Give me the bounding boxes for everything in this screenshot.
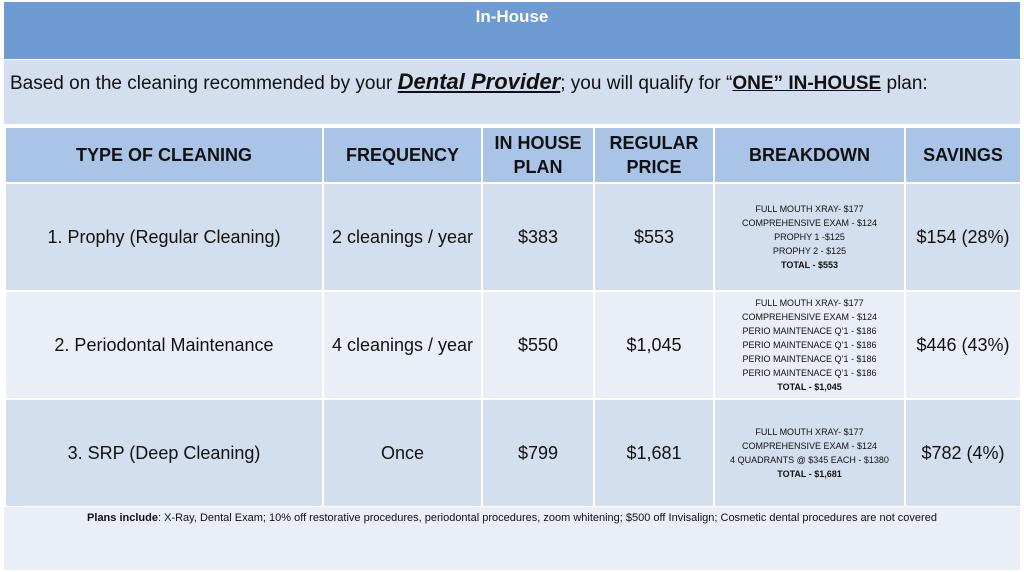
breakdown-line: COMPREHENSIVE EXAM - $124 [741, 218, 878, 228]
cell-in-house-price: $799 [481, 398, 595, 508]
breakdown-line: COMPREHENSIVE EXAM - $124 [741, 441, 878, 451]
plan-slide: In-House Based on the cleaning recommend… [4, 2, 1022, 570]
cell-regular-price: $553 [593, 182, 715, 292]
intro-suffix: plan: [881, 73, 928, 94]
breakdown-line: FULL MOUTH XRAY- $177 [755, 298, 864, 308]
cell-breakdown: FULL MOUTH XRAY- $177 COMPREHENSIVE EXAM… [713, 182, 906, 292]
table-row: 2. Periodontal Maintenance 4 cleanings /… [4, 290, 1022, 400]
plans-table: TYPE OF CLEANING FREQUENCY IN HOUSE PLAN… [4, 126, 1022, 508]
table-row: 3. SRP (Deep Cleaning) Once $799 $1,681 … [4, 398, 1022, 508]
cell-savings: $782 (4%) [904, 398, 1022, 508]
header-savings: SAVINGS [904, 126, 1022, 184]
cell-type: 1. Prophy (Regular Cleaning) [4, 182, 324, 292]
breakdown-total: TOTAL - $1,681 [777, 469, 842, 479]
dental-provider-label: Dental Provider [397, 69, 561, 94]
page-title: In-House [4, 2, 1020, 60]
breakdown-line: PERIO MAINTENACE Q’1 - $186 [742, 354, 877, 364]
cell-frequency: 4 cleanings / year [322, 290, 483, 400]
header-frequency: FREQUENCY [322, 126, 483, 184]
plan-name-label: ONE” IN-HOUSE [732, 73, 882, 94]
plans-include-note: Plans include: X-Ray, Dental Exam; 10% o… [4, 507, 1020, 570]
breakdown-line: PROPHY 2 - $125 [772, 246, 847, 256]
breakdown-total: TOTAL - $553 [780, 260, 839, 270]
cell-frequency: 2 cleanings / year [322, 182, 483, 292]
table-header-row: TYPE OF CLEANING FREQUENCY IN HOUSE PLAN… [4, 126, 1022, 184]
cell-breakdown: FULL MOUTH XRAY- $177 COMPREHENSIVE EXAM… [713, 398, 906, 508]
footer-body: : X-Ray, Dental Exam; 10% off restorativ… [157, 512, 937, 524]
cell-in-house-price: $383 [481, 182, 595, 292]
cell-savings: $154 (28%) [904, 182, 1022, 292]
breakdown-line: PERIO MAINTENACE Q’1 - $186 [742, 368, 877, 378]
intro-middle: ; you will qualify for “ [560, 73, 733, 94]
cell-type: 2. Periodontal Maintenance [4, 290, 324, 400]
cell-breakdown: FULL MOUTH XRAY- $177 COMPREHENSIVE EXAM… [713, 290, 906, 400]
cell-frequency: Once [322, 398, 483, 508]
header-type-of-cleaning: TYPE OF CLEANING [4, 126, 324, 184]
table-row: 1. Prophy (Regular Cleaning) 2 cleanings… [4, 182, 1022, 292]
footer-text: Plans include: X-Ray, Dental Exam; 10% o… [4, 507, 1020, 524]
breakdown-line: PROPHY 1 -$125 [774, 232, 845, 242]
cell-in-house-price: $550 [481, 290, 595, 400]
breakdown-total: TOTAL - $1,045 [777, 382, 842, 392]
intro-banner: Based on the cleaning recommended by you… [4, 60, 1020, 126]
header-in-house-plan: IN HOUSE PLAN [481, 126, 595, 184]
intro-prefix: Based on the cleaning recommended by you… [10, 73, 398, 94]
breakdown-line: 4 QUADRANTS @ $345 EACH - $1380 [730, 455, 889, 465]
breakdown-line: PERIO MAINTENACE Q’1 - $186 [742, 340, 877, 350]
intro-text: Based on the cleaning recommended by you… [10, 69, 928, 95]
breakdown-line: FULL MOUTH XRAY- $177 [755, 204, 864, 214]
cell-regular-price: $1,681 [593, 398, 715, 508]
cell-savings: $446 (43%) [904, 290, 1022, 400]
header-breakdown: BREAKDOWN [713, 126, 906, 184]
cell-type: 3. SRP (Deep Cleaning) [4, 398, 324, 508]
breakdown-line: PERIO MAINTENACE Q’1 - $186 [742, 326, 877, 336]
breakdown-line: FULL MOUTH XRAY- $177 [755, 427, 864, 437]
footer-label: Plans include [87, 512, 158, 524]
breakdown-line: COMPREHENSIVE EXAM - $124 [741, 312, 878, 322]
header-regular-price: REGULAR PRICE [593, 126, 715, 184]
cell-regular-price: $1,045 [593, 290, 715, 400]
